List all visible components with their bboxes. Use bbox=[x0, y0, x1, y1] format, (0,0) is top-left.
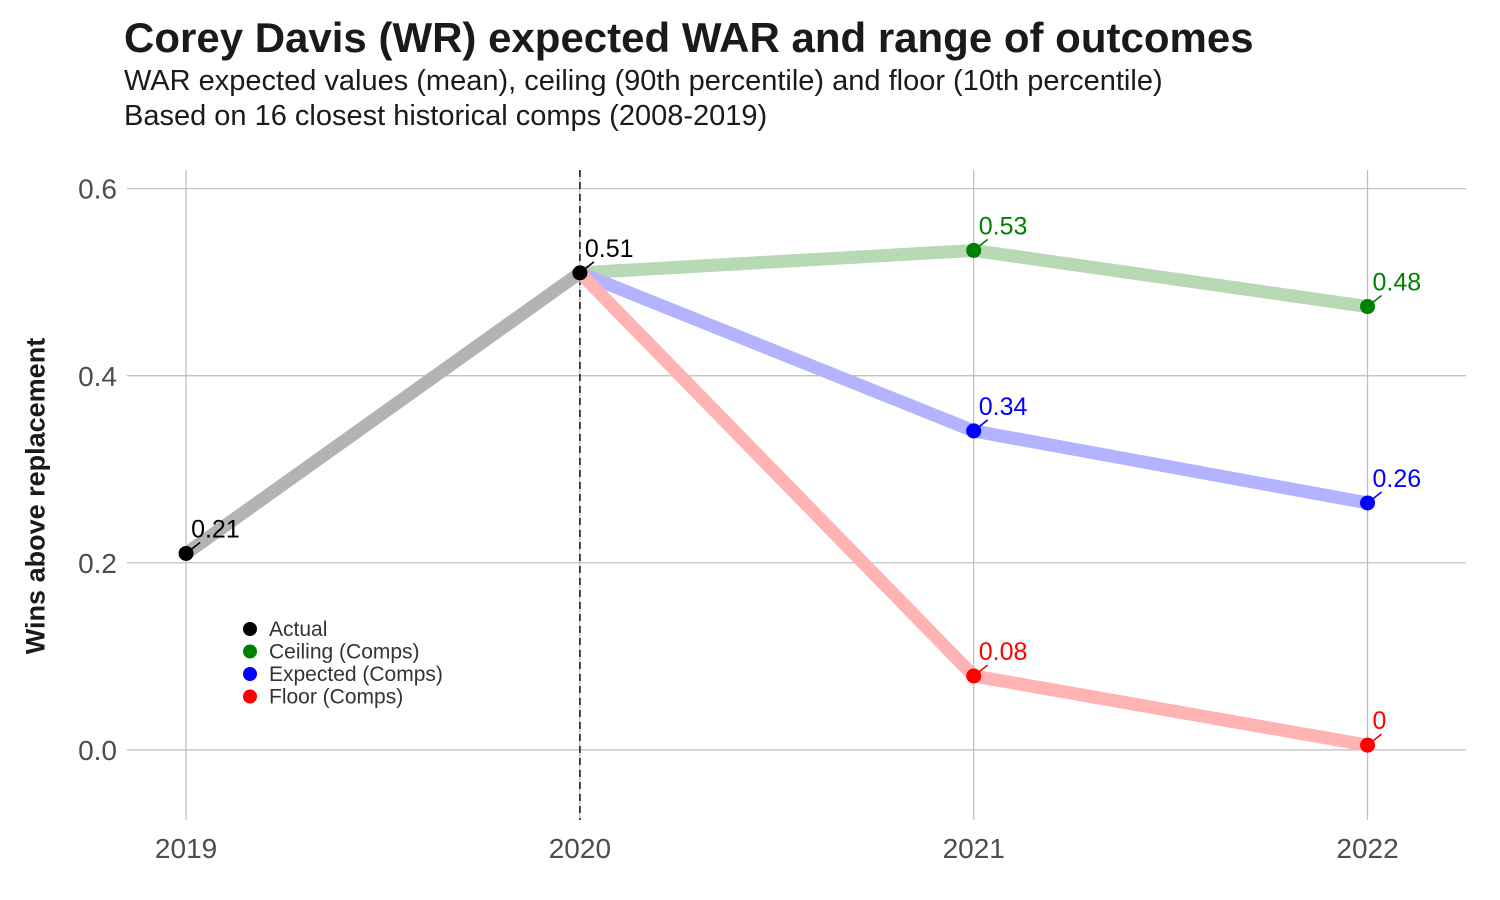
data-label-leader bbox=[1367, 491, 1383, 504]
legend-label: Expected (Comps) bbox=[269, 663, 443, 686]
data-label-leader bbox=[973, 664, 989, 677]
chart-subtitle-line-2: Based on 16 closest historical comps (20… bbox=[124, 100, 768, 132]
data-label: 0.26 bbox=[1373, 465, 1422, 493]
data-label: 0 bbox=[1373, 707, 1387, 735]
data-labels: 0.21 0.51 0.53 0.48 0.34 0.26 0.08 0 bbox=[185, 212, 1422, 746]
grid-lines bbox=[127, 170, 1466, 820]
legend-label: Floor (Comps) bbox=[269, 686, 403, 709]
data-label-leader bbox=[1367, 294, 1383, 308]
chart-subtitle-line-1: WAR expected values (mean), ceiling (90t… bbox=[124, 65, 1163, 97]
x-tick-label: 2020 bbox=[549, 833, 611, 864]
x-tick-label: 2021 bbox=[943, 833, 1005, 864]
y-tick-label: 0.0 bbox=[78, 735, 117, 766]
data-label: 0.21 bbox=[191, 515, 240, 543]
y-tick-label: 0.2 bbox=[78, 548, 117, 579]
legend-swatch bbox=[243, 644, 257, 659]
series-line bbox=[182, 267, 584, 559]
data-label-leader bbox=[579, 261, 595, 274]
legend-label: Actual bbox=[269, 618, 327, 641]
chart-title: Corey Davis (WR) expected WAR and range … bbox=[124, 14, 1254, 61]
data-label-leader bbox=[973, 238, 989, 252]
data-label: 0.51 bbox=[585, 235, 634, 263]
legend-swatch bbox=[243, 622, 257, 636]
axis-ticks: 0.0 0.2 0.4 0.6 2019 2020 2021 2022 bbox=[78, 174, 1399, 864]
legend-swatch bbox=[243, 667, 257, 681]
chart-subtitle: WAR expected values (mean), ceiling (90t… bbox=[124, 64, 1163, 134]
legend-swatch bbox=[243, 689, 257, 704]
data-label: 0.53 bbox=[979, 212, 1028, 240]
data-label-leader bbox=[1367, 733, 1383, 746]
data-label: 0.08 bbox=[979, 638, 1028, 666]
y-tick-label: 0.4 bbox=[78, 361, 117, 392]
x-tick-label: 2022 bbox=[1336, 833, 1398, 864]
x-tick-label: 2019 bbox=[155, 833, 217, 864]
y-tick-label: 0.6 bbox=[78, 174, 117, 205]
data-label: 0.48 bbox=[1373, 269, 1422, 297]
legend-label: Ceiling (Comps) bbox=[269, 641, 420, 664]
data-label-leader bbox=[973, 419, 989, 432]
data-label-leader bbox=[185, 541, 201, 555]
data-label: 0.34 bbox=[979, 393, 1028, 421]
